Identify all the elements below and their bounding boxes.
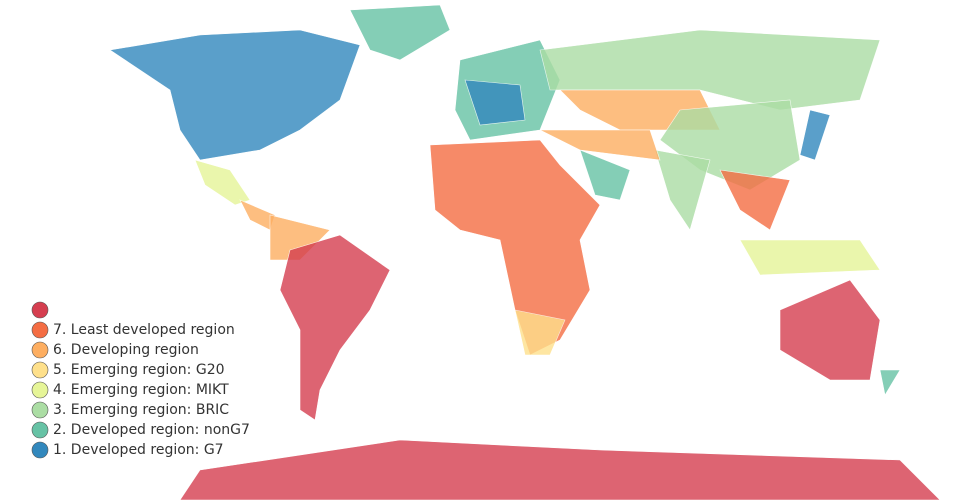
southern-africa [514, 309, 566, 356]
australia [779, 279, 881, 381]
legend-label: 5. Emerging region: G20 [53, 362, 225, 378]
legend-label: 4. Emerging region: MIKT [53, 382, 229, 398]
brazil-southern-cone [279, 234, 391, 421]
mexico [194, 159, 251, 206]
legend-swatch [31, 361, 49, 379]
antarctica [179, 439, 941, 500]
land [109, 4, 941, 500]
legend-swatch [31, 301, 49, 319]
legend-swatch [31, 341, 49, 359]
legend-swatch [31, 321, 49, 339]
north-america [109, 29, 361, 161]
legend-label: 7. Least developed region [53, 322, 235, 338]
greenland [349, 4, 451, 61]
legend-swatch [31, 381, 49, 399]
legend-label: 3. Emerging region: BRIC [53, 402, 229, 418]
legend-label: 6. Developing region [53, 342, 199, 358]
western-europe [464, 79, 526, 126]
new-zealand [879, 369, 901, 396]
legend-label: 1. Developed region: G7 [53, 442, 224, 458]
middle-east [539, 129, 661, 161]
legend: 7. Least developed region 6. Developing r… [31, 301, 250, 459]
arabia [579, 149, 631, 201]
india [654, 149, 711, 231]
southeast-asia [719, 169, 791, 231]
japan [799, 109, 831, 161]
indonesia [739, 239, 881, 276]
legend-label: 2. Developed region: nonG7 [53, 422, 250, 438]
legend-swatch [31, 441, 49, 459]
legend-swatch [31, 401, 49, 419]
africa [429, 139, 601, 356]
legend-swatch [31, 421, 49, 439]
